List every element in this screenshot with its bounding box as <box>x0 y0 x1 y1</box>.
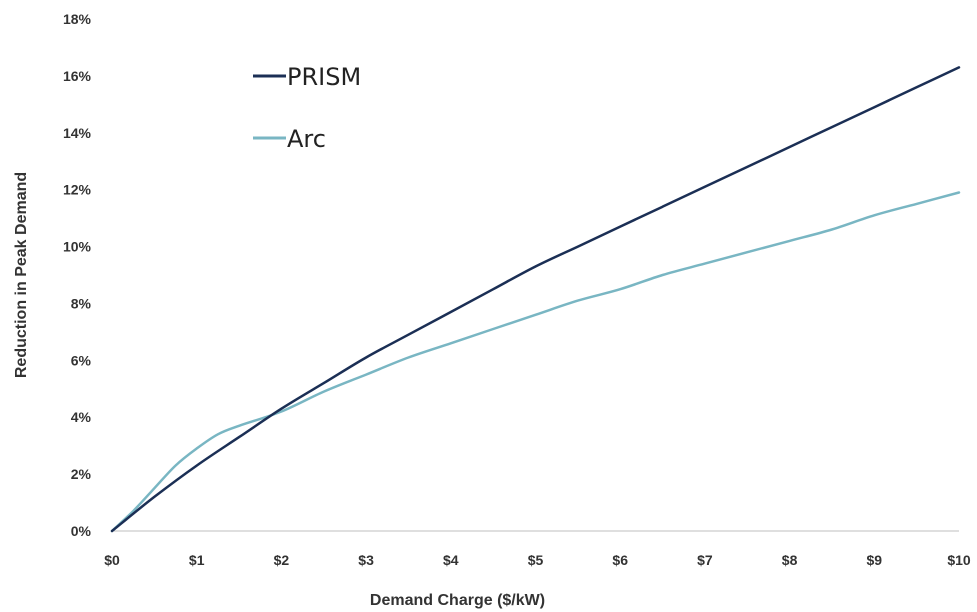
x-tick-label: $7 <box>697 552 713 568</box>
y-tick-label: 4% <box>71 409 92 425</box>
series-line-arc <box>110 191 961 533</box>
y-tick-label: 6% <box>71 352 92 368</box>
x-tick-label: $6 <box>612 552 628 568</box>
y-tick-label: 14% <box>63 125 92 141</box>
series-line-prism <box>110 66 961 533</box>
y-tick-label: 2% <box>71 466 92 482</box>
x-tick-label: $1 <box>189 552 205 568</box>
series-lines <box>110 66 961 533</box>
y-tick-label: 16% <box>63 68 92 84</box>
x-tick-label: $2 <box>274 552 290 568</box>
y-tick-label: 0% <box>71 523 92 539</box>
y-axis-ticks: 0% 2% 4% 6% 8% 10% 12% 14% 16% 18% <box>63 11 92 539</box>
x-tick-label: $4 <box>443 552 459 568</box>
legend: PRISM Arc <box>253 63 361 153</box>
y-tick-label: 12% <box>63 182 92 198</box>
x-tick-label: $8 <box>782 552 798 568</box>
y-tick-label: 18% <box>63 11 92 27</box>
x-tick-label: $10 <box>947 552 971 568</box>
x-axis-ticks: $0 $1 $2 $3 $4 $5 $6 $7 $8 $9 $10 <box>104 552 971 568</box>
x-axis-title: Demand Charge ($/kW) <box>370 592 545 609</box>
y-axis-title: Reduction in Peak Demand <box>13 172 30 378</box>
x-tick-label: $9 <box>867 552 883 568</box>
y-tick-label: 8% <box>71 295 92 311</box>
x-tick-label: $5 <box>528 552 544 568</box>
legend-label-arc: Arc <box>287 125 326 153</box>
x-tick-label: $0 <box>104 552 120 568</box>
y-tick-label: 10% <box>63 239 92 255</box>
legend-label-prism: PRISM <box>287 63 361 91</box>
x-tick-label: $3 <box>358 552 374 568</box>
